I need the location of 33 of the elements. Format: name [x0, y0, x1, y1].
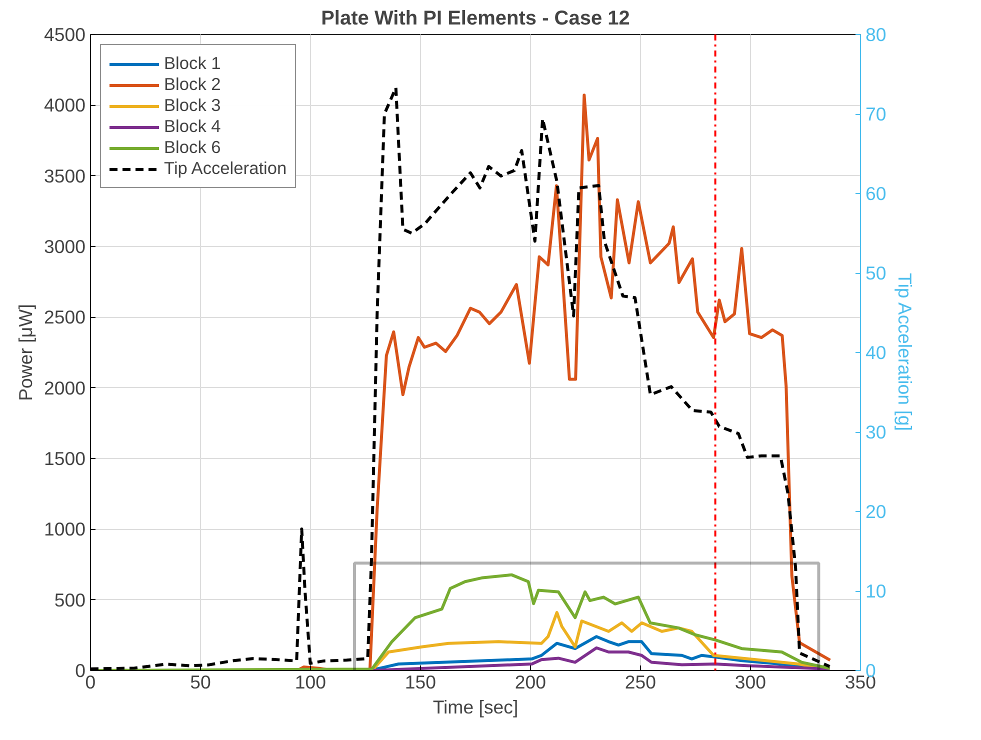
chart-title: Plate With PI Elements - Case 12: [321, 8, 630, 30]
y-tick-label: 500: [54, 589, 86, 610]
y-axis-title: Power [μW]: [14, 304, 36, 401]
y2-tick-label: 40: [866, 342, 886, 363]
x-tick-label: 250: [624, 672, 656, 692]
legend-label: Block 6: [164, 137, 221, 158]
legend-label: Block 1: [164, 53, 221, 74]
y2-tick-label: 80: [866, 24, 886, 45]
y2-tick-label: 60: [866, 183, 886, 204]
y-tick-label: 3500: [44, 165, 86, 186]
y-tick-label: 1500: [44, 448, 86, 469]
y-tick-label: 1000: [44, 518, 86, 540]
legend-label: Tip Acceleration: [164, 158, 287, 179]
y2-tick-label: 20: [866, 501, 886, 522]
y-tick-label: 3000: [44, 236, 86, 257]
x-tick-label: 100: [294, 672, 326, 692]
y2-tick-label: 10: [866, 580, 886, 602]
y2-tick-label: 30: [866, 422, 886, 442]
legend-label: Block 3: [164, 95, 221, 116]
y-tick-label: 2500: [44, 306, 86, 328]
y2-tick-label: 70: [866, 104, 886, 124]
y2-axis-title: Tip Acceleration [g]: [894, 273, 916, 431]
y-tick-label: 2000: [44, 377, 86, 398]
x-tick-label: 200: [514, 672, 546, 692]
x-tick-label: 150: [404, 672, 436, 692]
y-tick-label: 4500: [44, 24, 86, 45]
x-tick-label: 50: [190, 672, 211, 692]
y-tick-label: 4000: [44, 94, 86, 116]
y2-tick-label: 50: [866, 262, 886, 284]
legend-label: Block 4: [164, 116, 221, 137]
legend-label: Block 2: [164, 74, 221, 95]
x-axis-title: Time [sec]: [432, 696, 518, 718]
x-tick-label: 300: [734, 672, 766, 692]
